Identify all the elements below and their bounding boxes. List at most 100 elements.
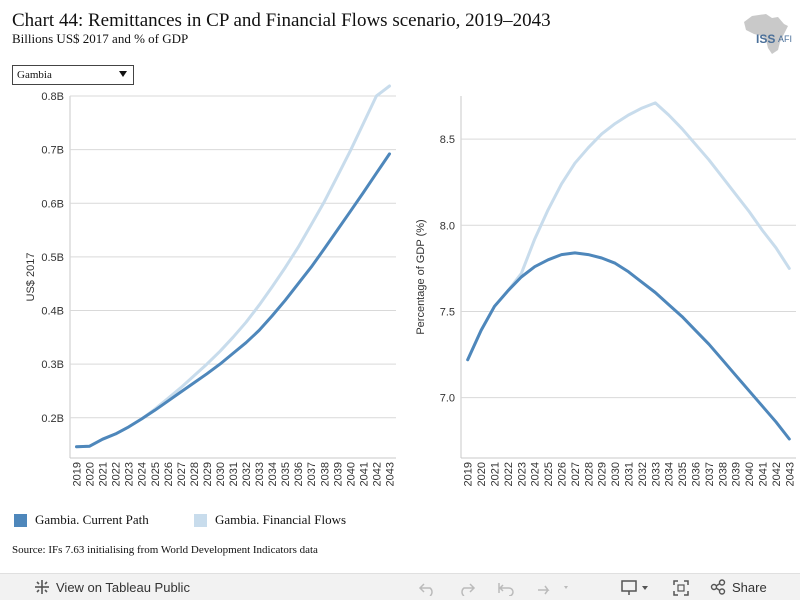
legend-label-financial-flows: Gambia. Financial Flows bbox=[215, 512, 347, 527]
chart-remittances-usd-x-tick-label: 2041 bbox=[358, 462, 370, 486]
chart-remittances-usd-y-tick-label: 0.8B bbox=[41, 91, 64, 103]
chart-remittances-usd-y-tick-label: 0.3B bbox=[41, 359, 64, 371]
chart-remittances-gdp-x-tick-label: 2036 bbox=[691, 462, 703, 486]
legend-swatch-financial-flows bbox=[194, 513, 207, 527]
download-icon bbox=[621, 579, 648, 595]
chart-remittances-gdp-x-tick-label: 2032 bbox=[637, 462, 649, 486]
chart-remittances-usd-y-tick-label: 0.5B bbox=[41, 252, 64, 264]
chart-remittances-gdp-y-tick-label: 7.0 bbox=[440, 393, 455, 405]
caret-down-icon bbox=[119, 71, 127, 77]
country-filter-value: Gambia bbox=[17, 69, 52, 81]
chart-remittances-usd-x-tick-label: 2027 bbox=[176, 462, 188, 486]
legend-label-current-path: Gambia. Current Path bbox=[35, 512, 149, 527]
revert-button[interactable] bbox=[496, 578, 516, 597]
chart-title: Chart 44: Remittances in CP and Financia… bbox=[12, 10, 551, 31]
tableau-logo-icon bbox=[35, 580, 49, 594]
view-on-tableau-label: View on Tableau Public bbox=[56, 579, 190, 595]
chart-remittances-gdp-series-gambia-current-path[interactable] bbox=[466, 251, 791, 441]
revert-icon bbox=[498, 582, 514, 596]
chart-remittances-gdp-series-gambia-financial-flows[interactable] bbox=[466, 101, 791, 362]
share-icon bbox=[710, 579, 726, 595]
chart-remittances-usd-x-tick-label: 2037 bbox=[306, 462, 318, 486]
chart-remittances-gdp: 7.0 7.5 8.0 8.5 2019 2020 2021 2022 2023 2024 2025… bbox=[415, 96, 796, 486]
chart-remittances-gdp-x-tick-label: 2034 bbox=[664, 462, 676, 486]
chart-remittances-usd-x-tick-label: 2026 bbox=[163, 462, 175, 486]
chart-remittances-usd-x-tick-label: 2032 bbox=[241, 462, 253, 486]
logo-suffix: AFI bbox=[778, 34, 793, 44]
chart-remittances-gdp-x-tick-label: 2039 bbox=[731, 462, 743, 486]
chart-remittances-usd-series-gambia-current-path[interactable] bbox=[75, 152, 391, 449]
chart-remittances-usd: 0.2B 0.3B 0.4B 0.5B 0.6B 0.7B 0.8B 2019 2020 2021… bbox=[25, 84, 396, 486]
chart-remittances-usd-x-tick-label: 2030 bbox=[215, 462, 227, 486]
redo-button[interactable] bbox=[456, 578, 476, 597]
country-filter-dropdown[interactable]: Gambia bbox=[12, 65, 134, 85]
chart-remittances-usd-x-tick-label: 2034 bbox=[267, 462, 279, 486]
chart-remittances-gdp-x-tick-label: 2020 bbox=[476, 462, 488, 486]
chart-remittances-gdp-x-tick-label: 2035 bbox=[677, 462, 689, 486]
chart-remittances-usd-y-axis-title: US$ 2017 bbox=[25, 253, 37, 302]
chart-remittances-gdp-x-tick-label: 2024 bbox=[530, 462, 542, 486]
legend-item-current-path[interactable]: Gambia. Current Path bbox=[14, 510, 149, 530]
chart-remittances-gdp-x-tick-label: 2025 bbox=[543, 462, 555, 486]
chart-remittances-gdp-x-tick-label: 2037 bbox=[704, 462, 716, 486]
chart-remittances-usd-x-tick-label: 2038 bbox=[319, 462, 331, 486]
undo-icon bbox=[418, 582, 433, 596]
iss-logo[interactable]: ISS AFI bbox=[738, 12, 794, 56]
chart-remittances-usd-x-tick-label: 2029 bbox=[202, 462, 214, 486]
chart-remittances-usd-x-tick-label: 2036 bbox=[293, 462, 305, 486]
tableau-toolbar: View on Tableau Public Share bbox=[0, 573, 800, 600]
africa-map-icon bbox=[744, 14, 788, 54]
chart-remittances-gdp-x-tick-label: 2041 bbox=[758, 462, 770, 486]
refresh-button[interactable] bbox=[534, 578, 570, 597]
chart-remittances-usd-series-gambia-financial-flows[interactable] bbox=[75, 84, 391, 449]
chart-remittances-usd-y-tick-label: 0.6B bbox=[41, 198, 64, 210]
chart-remittances-gdp-x-tick-label: 2031 bbox=[624, 462, 636, 486]
chart-remittances-gdp-x-tick-label: 2027 bbox=[570, 462, 582, 486]
download-button[interactable] bbox=[620, 578, 652, 597]
chart-remittances-gdp-y-tick-label: 8.0 bbox=[440, 220, 455, 232]
chart-remittances-gdp-y-tick-label: 7.5 bbox=[440, 306, 455, 318]
chart-remittances-gdp-x-tick-label: 2019 bbox=[463, 462, 475, 486]
logo-text: ISS bbox=[756, 32, 776, 46]
chart-remittances-usd-x-tick-label: 2020 bbox=[85, 462, 97, 486]
fullscreen-button[interactable] bbox=[672, 578, 690, 597]
chart-remittances-gdp-x-tick-label: 2042 bbox=[771, 462, 783, 486]
chart-remittances-gdp-y-axis-title: Percentage of GDP (%) bbox=[415, 219, 427, 334]
share-button[interactable]: Share bbox=[710, 579, 767, 595]
chart-remittances-usd-y-tick-label: 0.7B bbox=[41, 145, 64, 157]
undo-button[interactable] bbox=[418, 578, 438, 597]
chart-remittances-usd-x-tick-label: 2033 bbox=[254, 462, 266, 486]
chart-remittances-gdp-x-tick-label: 2022 bbox=[503, 462, 515, 486]
chart-remittances-usd-x-tick-label: 2022 bbox=[111, 462, 123, 486]
legend-swatch-current-path bbox=[14, 513, 27, 527]
chart-remittances-usd-x-tick-label: 2021 bbox=[98, 462, 110, 486]
chart-remittances-usd-x-tick-label: 2035 bbox=[280, 462, 292, 486]
chart-remittances-gdp-x-tick-label: 2026 bbox=[557, 462, 569, 486]
chart-remittances-usd-x-tick-label: 2019 bbox=[72, 462, 84, 486]
chart-remittances-gdp-x-tick-label: 2043 bbox=[784, 462, 796, 486]
chart-remittances-gdp-x-tick-label: 2028 bbox=[583, 462, 595, 486]
chart-remittances-gdp-y-tick-label: 8.5 bbox=[440, 134, 455, 146]
chart-remittances-usd-y-tick-label: 0.4B bbox=[41, 306, 64, 318]
chart-remittances-usd-x-tick-label: 2042 bbox=[371, 462, 383, 486]
chart-remittances-usd-x-tick-label: 2043 bbox=[384, 462, 396, 486]
chart-remittances-gdp-x-tick-label: 2030 bbox=[610, 462, 622, 486]
redo-icon bbox=[461, 582, 476, 596]
share-label: Share bbox=[732, 579, 767, 595]
legend-item-financial-flows[interactable]: Gambia. Financial Flows bbox=[194, 510, 346, 530]
chart-remittances-gdp-x-tick-label: 2033 bbox=[650, 462, 662, 486]
chart-remittances-gdp-x-tick-label: 2038 bbox=[717, 462, 729, 486]
chart-remittances-gdp-x-tick-label: 2021 bbox=[490, 462, 502, 486]
chart-subtitle: Billions US$ 2017 and % of GDP bbox=[12, 31, 189, 46]
chart-remittances-usd-x-tick-label: 2040 bbox=[345, 462, 357, 486]
chart-remittances-usd-x-tick-label: 2028 bbox=[189, 462, 201, 486]
source-note: Source: IFs 7.63 initialising from World… bbox=[12, 544, 318, 556]
chart-remittances-usd-x-tick-label: 2023 bbox=[124, 462, 136, 486]
chart-remittances-gdp-x-tick-label: 2040 bbox=[744, 462, 756, 486]
chart-remittances-usd-x-tick-label: 2039 bbox=[332, 462, 344, 486]
chart-remittances-usd-x-tick-label: 2031 bbox=[228, 462, 240, 486]
view-on-tableau-button[interactable]: View on Tableau Public bbox=[34, 579, 190, 595]
chart-remittances-gdp-x-tick-label: 2023 bbox=[516, 462, 528, 486]
fullscreen-icon bbox=[673, 579, 689, 596]
refresh-icon bbox=[538, 585, 568, 594]
